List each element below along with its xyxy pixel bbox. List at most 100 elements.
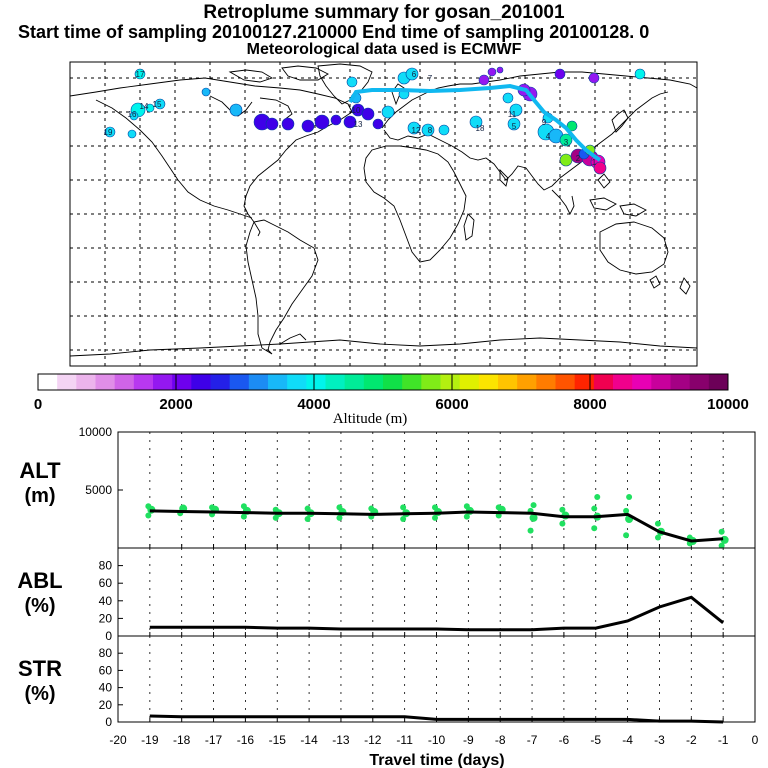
- alt-scatter-point: [336, 504, 343, 511]
- alt-scatter-point: [272, 506, 279, 513]
- alt-scatter-point: [240, 503, 247, 510]
- altitude-colorbar: [37, 373, 729, 391]
- plume-marker: [469, 115, 483, 129]
- plume-marker: [145, 103, 155, 113]
- sampling-times: Start time of sampling 20100127.210000 E…: [18, 22, 650, 42]
- plume-day-label: 13: [354, 120, 363, 129]
- x-tick-label: -3: [654, 733, 665, 747]
- x-tick-label: -7: [527, 733, 538, 747]
- plume-day-label: 12: [412, 126, 421, 135]
- colorbar-swatch: [268, 374, 288, 390]
- alt-scatter-point: [432, 504, 438, 511]
- y-tick-label: 20: [99, 611, 113, 625]
- panel-unit: (m): [24, 485, 55, 507]
- plume-marker: [265, 117, 279, 131]
- x-tick-label: -4: [622, 733, 633, 747]
- colorbar-swatch: [555, 374, 576, 390]
- plume-marker: [421, 123, 435, 137]
- plume-marker: [407, 121, 421, 135]
- y-tick-label: 20: [99, 698, 113, 712]
- plume-marker: [438, 124, 450, 136]
- plume-day-label: 3: [564, 138, 569, 147]
- alt-scatter-point: [718, 542, 725, 549]
- y-tick-label: 0: [105, 715, 112, 729]
- alt-scatter-point: [400, 504, 407, 511]
- plume-marker: [588, 72, 600, 84]
- colorbar-swatch: [114, 374, 135, 390]
- plume-marker: [301, 119, 315, 133]
- alt-scatter-point: [336, 514, 343, 521]
- alt-scatter-point: [559, 506, 566, 513]
- plume-marker: [566, 120, 578, 132]
- plume-marker: [381, 105, 395, 119]
- panel-alt: 5000 10000 ALT(m): [19, 425, 756, 549]
- alt-scatter-point: [463, 503, 470, 510]
- plume-day-label: 14: [140, 102, 149, 111]
- colorbar-swatch: [574, 374, 595, 390]
- plume-marker: [478, 74, 490, 86]
- alt-scatter-point: [529, 513, 538, 522]
- colorbar-swatch: [172, 374, 192, 390]
- plume-day-label: 17: [136, 70, 145, 79]
- y-tick-label: 10000: [79, 425, 113, 439]
- x-tick-label: -12: [364, 733, 382, 747]
- panel-frame: [117, 547, 756, 637]
- alt-scatter-point: [527, 527, 534, 534]
- met-data-note: Meteorological data used is ECMWF: [246, 41, 522, 58]
- alt-scatter-point: [623, 532, 630, 539]
- colorbar-swatch: [498, 374, 518, 390]
- alt-scatter-point: [530, 502, 537, 509]
- x-tick-label: -19: [141, 733, 159, 747]
- alt-scatter-point: [495, 504, 502, 511]
- plume-marker: [559, 153, 573, 167]
- colorbar-swatch: [536, 374, 556, 390]
- series-line: [149, 509, 724, 543]
- colorbar-swatch: [344, 374, 365, 390]
- y-tick-label: 80: [99, 559, 113, 573]
- alt-scatter-point: [654, 520, 661, 527]
- plume-marker: [502, 92, 514, 104]
- colorbar-swatch: [670, 374, 691, 390]
- alt-scatter-point: [591, 505, 598, 512]
- plume-marker: [104, 126, 116, 138]
- plume-marker: [507, 117, 521, 131]
- colorbar-tick-label: 4000: [297, 396, 330, 413]
- alt-scatter-point: [594, 493, 601, 500]
- series-line: [149, 714, 724, 724]
- colorbar-swatch: [153, 374, 173, 390]
- x-tick-label: -1: [718, 733, 729, 747]
- plume-day-label: 5: [512, 122, 517, 131]
- colorbar-swatch: [383, 374, 403, 390]
- panel-abl: 0 20 40 60 80 ABL(%): [17, 547, 756, 643]
- x-tick-label: -2: [686, 733, 697, 747]
- alt-scatter-point: [623, 507, 630, 514]
- plume-marker: [361, 107, 375, 121]
- alt-scatter-point: [591, 525, 598, 532]
- colorbar-swatch: [613, 374, 633, 390]
- colorbar-tick-label: 6000: [435, 396, 468, 413]
- plume-day-label: 6: [412, 70, 417, 79]
- plume-marker: [496, 66, 504, 74]
- colorbar-swatch: [632, 374, 652, 390]
- alt-scatter-point: [209, 504, 216, 511]
- plume-day-label: 10: [352, 106, 361, 115]
- coastlines: [69, 63, 698, 357]
- plume-day-label: 1: [592, 158, 597, 167]
- plume-marker: [330, 114, 342, 126]
- y-tick-label: 5000: [85, 483, 112, 497]
- plume-marker: [554, 68, 566, 80]
- alt-scatter-point: [400, 516, 407, 522]
- colorbar-swatch: [38, 374, 58, 390]
- plume-marker: [127, 129, 137, 139]
- alt-scatter-point: [368, 505, 375, 512]
- chart-title: Retroplume summary for gosan_201001: [203, 2, 565, 23]
- colorbar-swatch: [363, 374, 384, 390]
- y-tick-label: 60: [99, 663, 113, 677]
- plume-day-label: 16: [128, 110, 137, 119]
- colorbar-swatch: [95, 374, 116, 390]
- x-tick-label: -8: [495, 733, 506, 747]
- plume-day-label: 9: [542, 118, 547, 127]
- plume-marker: [346, 76, 358, 88]
- alt-scatter-point: [145, 503, 152, 510]
- panel-unit: (%): [24, 683, 55, 705]
